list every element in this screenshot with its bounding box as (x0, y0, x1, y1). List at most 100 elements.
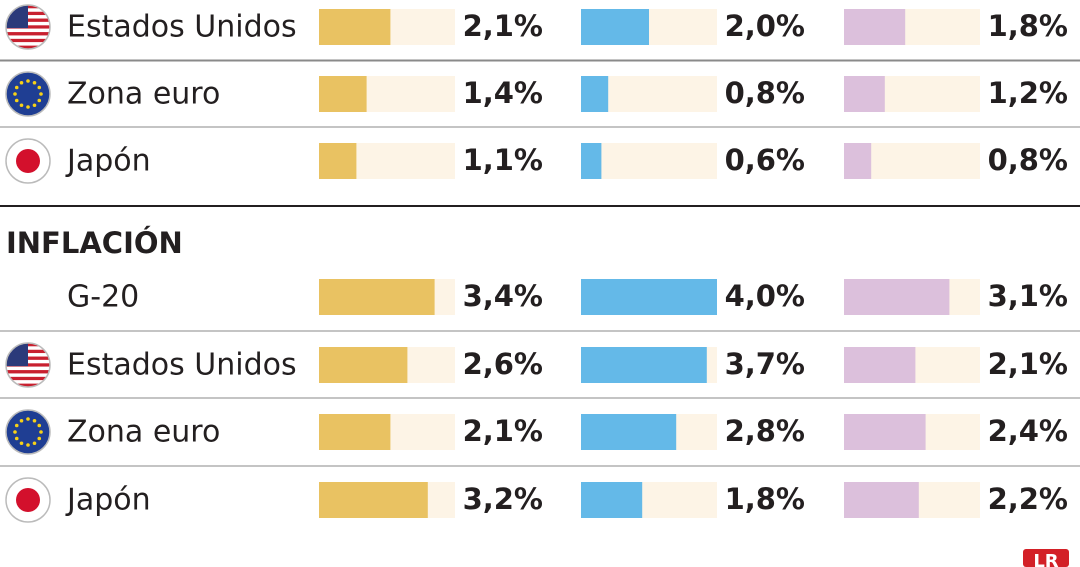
country-label: Zona euro (67, 77, 220, 112)
star (14, 85, 19, 90)
value-label: 3,2% (463, 482, 543, 516)
star (26, 417, 30, 421)
bar (581, 279, 717, 315)
star (14, 423, 19, 428)
value-label: 1,8% (988, 9, 1068, 43)
value-label: 2,1% (988, 347, 1068, 381)
flag-rim (5, 4, 51, 50)
bar (319, 414, 391, 450)
star (13, 92, 17, 96)
bar (844, 414, 926, 450)
bar (844, 76, 885, 112)
bar (319, 347, 408, 383)
bar (319, 9, 391, 45)
country-label: Estados Unidos (67, 10, 297, 45)
country-label: Japón (65, 144, 151, 179)
star (37, 85, 42, 90)
value-label: 2,1% (463, 9, 543, 43)
flag (5, 71, 51, 117)
bar (581, 9, 649, 45)
bar (581, 347, 707, 383)
value-label: 1,4% (463, 76, 543, 110)
stripe (6, 380, 50, 384)
stripe (6, 35, 50, 39)
bar (581, 482, 643, 518)
star (13, 430, 17, 434)
stripe (6, 28, 50, 33)
flag (5, 138, 51, 184)
bar-track (581, 143, 717, 179)
bar (844, 347, 916, 383)
flag-bg (5, 409, 51, 455)
stripe (6, 38, 50, 43)
stripe (6, 370, 50, 374)
value-label: 3,7% (725, 347, 805, 381)
stripe (6, 42, 50, 46)
value-label: 0,6% (725, 143, 805, 177)
stripe (6, 32, 50, 36)
value-label: 1,1% (463, 143, 543, 177)
star (39, 430, 43, 434)
svg-text:LR: LR (1033, 551, 1058, 567)
value-label: 2,8% (725, 414, 805, 448)
logo: LR (1023, 549, 1069, 567)
value-label: 0,8% (988, 143, 1068, 177)
star (26, 443, 30, 447)
bar (581, 414, 677, 450)
flag (5, 409, 51, 455)
flag (5, 477, 51, 523)
bar (319, 143, 357, 179)
value-label: 3,4% (463, 279, 543, 313)
flag-bg (5, 71, 51, 117)
value-label: 2,1% (463, 414, 543, 448)
section-title: INFLACIÓN (6, 226, 183, 260)
flag (5, 4, 51, 50)
value-label: 2,0% (725, 9, 805, 43)
bar (844, 279, 950, 315)
country-label: Zona euro (67, 415, 220, 450)
star (37, 436, 42, 441)
star (19, 80, 24, 85)
value-label: 0,8% (725, 76, 805, 110)
bar (844, 9, 906, 45)
bar (319, 279, 435, 315)
star (37, 423, 42, 428)
star (19, 103, 24, 108)
stripe (6, 373, 50, 377)
country-label: G-20 (67, 280, 139, 315)
bar (844, 143, 872, 179)
stripe (6, 376, 50, 381)
star (37, 98, 42, 103)
stripe (6, 383, 50, 387)
value-label: 2,2% (988, 482, 1068, 516)
star (32, 80, 37, 85)
star (19, 418, 24, 423)
flag-rim (5, 342, 51, 388)
stripe (6, 366, 50, 371)
star (32, 441, 37, 446)
value-label: 1,8% (725, 482, 805, 516)
flag-body (6, 5, 50, 49)
value-label: 2,6% (463, 347, 543, 381)
star (39, 92, 43, 96)
star (26, 79, 30, 83)
sun (16, 149, 40, 173)
star (19, 441, 24, 446)
flag (5, 342, 51, 388)
star (32, 418, 37, 423)
value-label: 1,2% (988, 76, 1068, 110)
country-label: Japón (65, 483, 151, 518)
value-label: 3,1% (988, 279, 1068, 313)
star (32, 103, 37, 108)
bar (581, 76, 609, 112)
star (14, 98, 19, 103)
country-label: Estados Unidos (67, 348, 297, 383)
bar (319, 76, 367, 112)
value-label: 4,0% (725, 279, 805, 313)
bar (581, 143, 602, 179)
star (26, 105, 30, 109)
bar (319, 482, 428, 518)
bar (844, 482, 919, 518)
sun (16, 488, 40, 512)
